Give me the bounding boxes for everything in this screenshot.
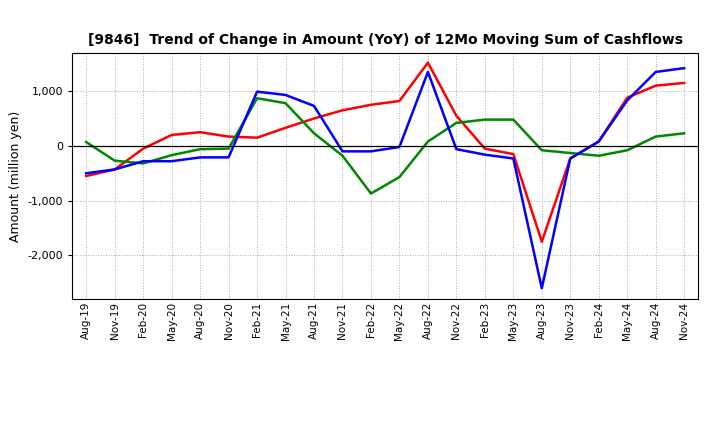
Free Cashflow [480,152,489,157]
Free Cashflow [395,144,404,150]
Operating Cashflow [623,95,631,100]
Operating Cashflow [423,60,432,65]
Investing Cashflow [196,147,204,152]
Investing Cashflow [366,191,375,196]
Investing Cashflow [652,134,660,139]
Operating Cashflow [537,239,546,244]
Free Cashflow [253,89,261,94]
Free Cashflow [566,156,575,161]
Investing Cashflow [110,158,119,163]
Investing Cashflow [225,146,233,151]
Investing Cashflow [509,117,518,122]
Operating Cashflow [225,134,233,139]
Free Cashflow [423,70,432,75]
Investing Cashflow [167,153,176,158]
Operating Cashflow [395,99,404,104]
Free Cashflow [167,158,176,164]
Operating Cashflow [480,146,489,151]
Operating Cashflow [167,132,176,138]
Investing Cashflow [338,153,347,158]
Operating Cashflow [310,116,318,121]
Line: Free Cashflow: Free Cashflow [86,68,684,288]
Investing Cashflow [537,148,546,153]
Operating Cashflow [509,151,518,157]
Investing Cashflow [282,100,290,106]
Free Cashflow [680,66,688,71]
Y-axis label: Amount (million yen): Amount (million yen) [9,110,22,242]
Operating Cashflow [110,167,119,172]
Operating Cashflow [595,139,603,144]
Operating Cashflow [680,80,688,85]
Investing Cashflow [566,150,575,156]
Operating Cashflow [253,135,261,140]
Free Cashflow [509,156,518,161]
Operating Cashflow [366,102,375,107]
Free Cashflow [225,155,233,160]
Line: Operating Cashflow: Operating Cashflow [86,62,684,242]
Free Cashflow [537,286,546,291]
Operating Cashflow [452,113,461,118]
Title: [9846]  Trend of Change in Amount (YoY) of 12Mo Moving Sum of Cashflows: [9846] Trend of Change in Amount (YoY) o… [88,33,683,48]
Operating Cashflow [652,83,660,88]
Operating Cashflow [338,108,347,113]
Free Cashflow [595,139,603,144]
Investing Cashflow [423,139,432,144]
Free Cashflow [110,167,119,172]
Free Cashflow [338,149,347,154]
Investing Cashflow [139,161,148,166]
Free Cashflow [82,171,91,176]
Line: Investing Cashflow: Investing Cashflow [86,98,684,194]
Investing Cashflow [480,117,489,122]
Free Cashflow [310,103,318,109]
Free Cashflow [623,98,631,103]
Free Cashflow [366,149,375,154]
Operating Cashflow [196,129,204,135]
Investing Cashflow [82,139,91,145]
Investing Cashflow [680,131,688,136]
Free Cashflow [196,155,204,160]
Operating Cashflow [139,146,148,151]
Operating Cashflow [282,125,290,130]
Free Cashflow [452,147,461,152]
Investing Cashflow [395,174,404,180]
Investing Cashflow [595,153,603,158]
Free Cashflow [652,70,660,75]
Operating Cashflow [82,173,91,179]
Investing Cashflow [253,95,261,101]
Operating Cashflow [566,156,575,161]
Free Cashflow [139,158,148,164]
Investing Cashflow [310,131,318,136]
Investing Cashflow [452,120,461,125]
Investing Cashflow [623,148,631,153]
Free Cashflow [282,92,290,98]
